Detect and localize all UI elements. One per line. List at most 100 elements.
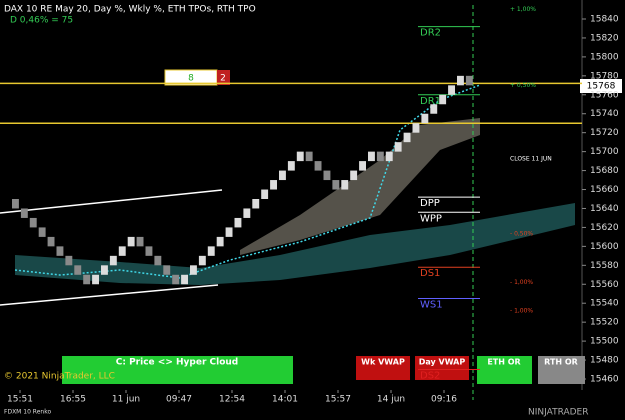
button-label: ETH OR	[487, 358, 520, 367]
renko-brick	[341, 180, 349, 190]
renko-brick	[181, 274, 188, 285]
renko-brick	[270, 180, 277, 190]
y-tick-label: 15800	[590, 52, 619, 62]
y-tick-label: 15620	[590, 223, 619, 233]
pivot-label: WPP	[420, 213, 442, 224]
renko-brick	[234, 217, 242, 228]
button[interactable]	[415, 356, 469, 380]
pivot-label: DS1	[420, 268, 440, 279]
renko-brick	[163, 265, 171, 275]
renko-brick	[439, 94, 447, 105]
channel-line	[0, 189, 223, 214]
title: DAX 10 RE May 20, Day %, Wkly %, ETH TPO…	[4, 5, 256, 15]
y-tick-label: 15720	[590, 128, 619, 138]
renko-brick	[332, 180, 340, 190]
subtitle: D 0,46% = 75	[10, 16, 73, 26]
renko-brick	[430, 104, 438, 114]
price-tag	[580, 79, 622, 93]
percent-label: CLOSE 11 JUN	[510, 156, 552, 163]
renko-brick	[83, 274, 91, 285]
renko-brick	[92, 274, 99, 285]
renko-brick	[252, 199, 260, 209]
pivot-label: WS1	[420, 299, 443, 310]
percent-label: - 0,50%	[510, 231, 533, 238]
renko-brick	[198, 255, 206, 266]
x-tick-label: 15:51	[7, 395, 33, 405]
pivot-label: DR2	[420, 28, 441, 39]
x-tick-label: 09:16	[431, 395, 457, 405]
y-tick-label: 15460	[590, 375, 619, 385]
button[interactable]	[477, 356, 532, 384]
renko-brick	[74, 265, 82, 275]
y-tick-label: 15640	[590, 204, 619, 214]
renko-brick	[412, 123, 420, 133]
renko-brick	[47, 236, 55, 247]
y-tick-label: 15840	[590, 15, 619, 25]
renko-brick	[101, 265, 108, 275]
pivot-label: DR1	[420, 96, 441, 107]
renko-brick	[359, 161, 366, 171]
renko-brick	[376, 151, 384, 162]
pivot-label: DS2	[420, 371, 440, 382]
x-tick-label: 14:01	[272, 395, 298, 405]
channel-line	[0, 284, 219, 306]
y-tick-label: 15820	[590, 33, 619, 43]
button[interactable]	[356, 356, 410, 380]
x-tick-label: 09:47	[166, 395, 192, 405]
renko-brick	[279, 170, 286, 181]
button[interactable]	[62, 356, 293, 384]
renko-brick	[465, 75, 473, 86]
renko-brick	[190, 265, 197, 275]
percent-label: - 1,00%	[510, 279, 533, 286]
percent-label: - 1,00%	[510, 307, 533, 314]
pivot-label: DPP	[420, 198, 440, 209]
renko-brick	[243, 208, 251, 218]
x-tick-label: 15:57	[325, 395, 351, 405]
button-label: C: Price <> Hyper Cloud	[116, 358, 238, 368]
y-tick-label: 15760	[590, 90, 619, 100]
cloud	[240, 118, 480, 255]
y-tick-label: 15600	[590, 242, 619, 252]
renko-brick	[368, 151, 375, 162]
x-tick-label: 14 jun	[377, 395, 405, 405]
button-label: Day VWAP	[419, 358, 466, 367]
brand: NINJATRADER	[528, 408, 589, 418]
percent-label: + 1,00%	[510, 6, 536, 13]
renko-brick	[448, 85, 455, 95]
renko-brick	[127, 236, 135, 247]
renko-brick	[65, 255, 73, 266]
y-tick-label: 15560	[590, 280, 619, 290]
instrument: FDXM 10 Renko	[4, 409, 51, 416]
y-tick-label: 15680	[590, 166, 619, 176]
renko-brick	[118, 246, 126, 256]
renko-brick	[56, 246, 64, 256]
counter-down: 2	[220, 74, 226, 84]
x-tick-label: 16:55	[60, 395, 86, 405]
x-tick-label: 12:54	[219, 395, 245, 405]
renko-brick	[323, 170, 331, 181]
copyright: © 2021 NinjaTrader, LLC	[4, 372, 115, 382]
renko-brick	[29, 217, 37, 228]
x-tick-label: 11 jun	[112, 395, 140, 405]
renko-brick	[172, 274, 180, 285]
renko-brick	[216, 236, 224, 247]
renko-brick	[12, 199, 19, 209]
button[interactable]	[538, 356, 585, 384]
renko-brick	[287, 161, 295, 171]
renko-brick	[457, 75, 464, 86]
y-tick-label: 15540	[590, 299, 619, 309]
renko-brick	[145, 246, 153, 256]
renko-brick	[225, 227, 233, 237]
counter-box	[217, 70, 230, 85]
renko-brick	[314, 161, 322, 171]
renko-brick	[394, 142, 402, 152]
renko-brick	[296, 151, 304, 162]
renko-brick	[20, 208, 28, 218]
renko-brick	[109, 255, 117, 266]
price-tag-text: 15768	[587, 82, 616, 92]
renko-brick	[350, 170, 358, 181]
renko-brick	[207, 246, 215, 256]
button-label: Wk VWAP	[361, 358, 405, 367]
